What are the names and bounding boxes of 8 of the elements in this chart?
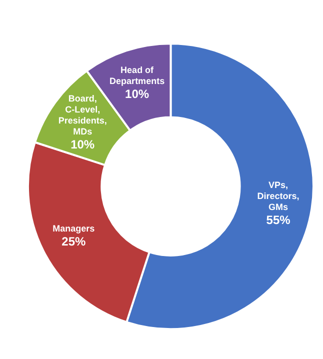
slice-label: VPs, Directors, GMs bbox=[257, 180, 300, 212]
data-label: 10% bbox=[70, 137, 95, 152]
data-label: 25% bbox=[62, 234, 86, 248]
slice-label: Board, C-Level, Presidents, MDs bbox=[58, 93, 107, 136]
slice-label: Managers bbox=[52, 223, 95, 234]
data-label: 55% bbox=[266, 212, 291, 227]
data-label: 10% bbox=[125, 86, 150, 101]
slice-label: Head of Departments bbox=[110, 64, 165, 86]
